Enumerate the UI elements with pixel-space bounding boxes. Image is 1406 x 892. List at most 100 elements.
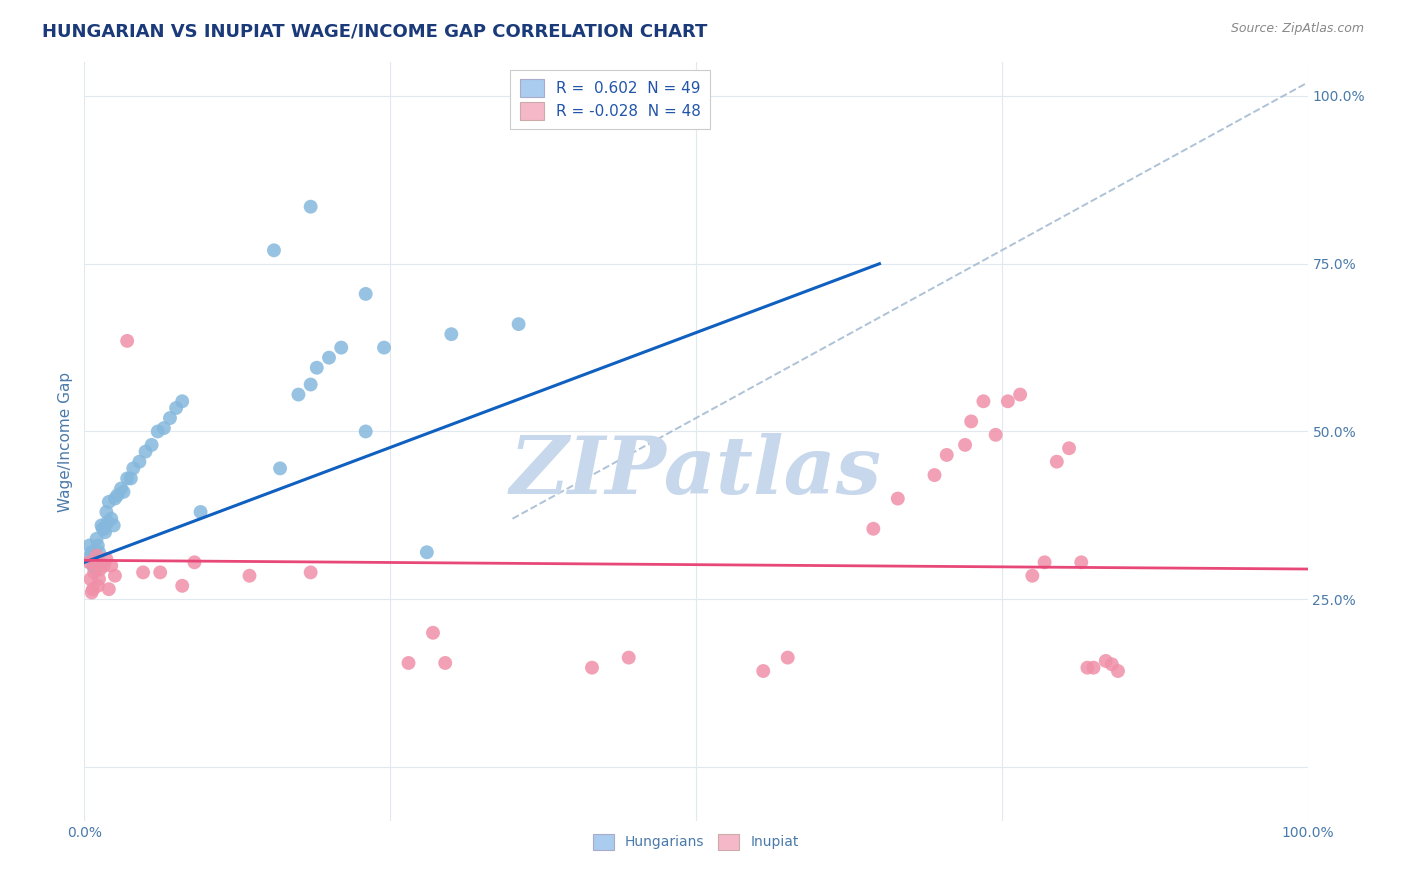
Point <box>299 377 322 392</box>
Point <box>1010 387 1032 401</box>
Point <box>330 341 353 355</box>
Point <box>83 566 105 580</box>
Point <box>87 539 110 553</box>
Point <box>94 525 117 540</box>
Point <box>508 317 530 331</box>
Point <box>141 438 163 452</box>
Point <box>112 484 135 499</box>
Point <box>434 656 457 670</box>
Point <box>183 555 205 569</box>
Point <box>172 394 194 409</box>
Point <box>752 664 775 678</box>
Point <box>80 585 103 599</box>
Point <box>190 505 212 519</box>
Point <box>1033 555 1056 569</box>
Point <box>440 327 463 342</box>
Point <box>115 471 138 485</box>
Point <box>354 425 377 439</box>
Point <box>953 438 976 452</box>
Point <box>100 558 122 573</box>
Point <box>115 334 138 348</box>
Point <box>110 482 132 496</box>
Point <box>87 579 110 593</box>
Point <box>299 200 322 214</box>
Point <box>104 491 127 506</box>
Point <box>77 555 100 569</box>
Point <box>165 401 187 415</box>
Point <box>269 461 291 475</box>
Point <box>82 582 104 596</box>
Point <box>997 394 1019 409</box>
Point <box>960 414 983 428</box>
Point <box>128 455 150 469</box>
Point <box>1057 442 1080 456</box>
Point <box>103 518 125 533</box>
Point <box>935 448 957 462</box>
Point <box>1107 664 1129 678</box>
Point <box>82 558 104 573</box>
Point <box>120 471 142 485</box>
Point <box>96 505 118 519</box>
Point <box>238 568 260 582</box>
Point <box>1101 657 1123 672</box>
Point <box>146 425 169 439</box>
Text: ZIPatlas: ZIPatlas <box>510 434 882 510</box>
Point <box>972 394 994 409</box>
Point <box>79 572 101 586</box>
Point <box>93 558 115 573</box>
Point <box>97 582 120 596</box>
Point <box>373 341 395 355</box>
Point <box>1046 455 1069 469</box>
Point <box>80 545 103 559</box>
Point <box>87 572 110 586</box>
Point <box>90 518 112 533</box>
Point <box>84 562 107 576</box>
Point <box>1094 654 1116 668</box>
Point <box>91 522 114 536</box>
Text: Source: ZipAtlas.com: Source: ZipAtlas.com <box>1230 22 1364 36</box>
Point <box>1021 568 1043 582</box>
Point <box>318 351 340 365</box>
Point <box>1076 660 1098 674</box>
Point <box>263 244 285 258</box>
Point <box>617 650 640 665</box>
Point <box>862 522 884 536</box>
Point <box>105 488 128 502</box>
Point <box>305 360 328 375</box>
Point <box>984 427 1007 442</box>
Y-axis label: Wage/Income Gap: Wage/Income Gap <box>58 371 73 512</box>
Point <box>89 555 111 569</box>
Point <box>86 549 108 563</box>
Point <box>100 512 122 526</box>
Point <box>104 568 127 582</box>
Point <box>86 532 108 546</box>
Point <box>287 387 309 401</box>
Point <box>122 461 145 475</box>
Point <box>153 421 176 435</box>
Point <box>79 549 101 563</box>
Point <box>84 555 107 569</box>
Point <box>96 552 118 566</box>
Point <box>159 411 181 425</box>
Point <box>422 625 444 640</box>
Point <box>132 566 155 580</box>
Point <box>581 660 603 674</box>
Point <box>172 579 194 593</box>
Point <box>924 468 946 483</box>
Point <box>354 287 377 301</box>
Point <box>89 562 111 576</box>
Point <box>83 552 105 566</box>
Text: HUNGARIAN VS INUPIAT WAGE/INCOME GAP CORRELATION CHART: HUNGARIAN VS INUPIAT WAGE/INCOME GAP COR… <box>42 22 707 40</box>
Point <box>1070 555 1092 569</box>
Point <box>776 650 799 665</box>
Point <box>87 545 110 559</box>
Point <box>1083 660 1105 674</box>
Point <box>77 539 100 553</box>
Point <box>135 444 157 458</box>
Point <box>398 656 420 670</box>
Point <box>93 522 115 536</box>
Point <box>97 495 120 509</box>
Point <box>97 515 120 529</box>
Point <box>887 491 910 506</box>
Legend: Hungarians, Inupiat: Hungarians, Inupiat <box>588 829 804 855</box>
